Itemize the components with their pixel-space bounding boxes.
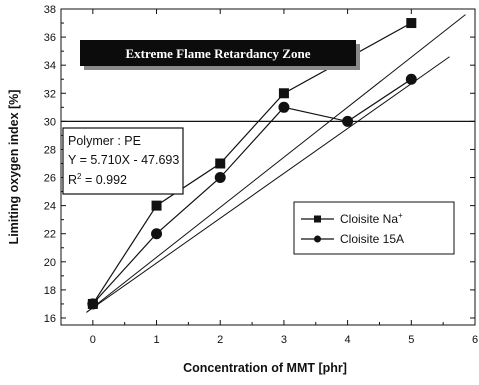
series-1-point bbox=[406, 18, 417, 29]
series-2-point bbox=[214, 172, 226, 184]
series-2-point bbox=[87, 298, 99, 310]
x-tick-label-0: 0 bbox=[90, 334, 96, 346]
info-box: Polymer : PE Y = 5.710X - 47.693 R2 = 0.… bbox=[62, 127, 184, 195]
x-tick-label-1: 1 bbox=[153, 334, 159, 346]
x-tick-label-6: 6 bbox=[472, 334, 478, 346]
y-tick-label-36: 36 bbox=[44, 32, 56, 44]
series-line-2 bbox=[92, 78, 412, 305]
fit-line-2 bbox=[86, 56, 450, 313]
legend-label-cloisite-15a: Cloisite 15A bbox=[340, 232, 404, 246]
y-tick-label-32: 32 bbox=[44, 88, 56, 100]
series-2-point bbox=[405, 73, 417, 85]
zone-banner: Extreme Flame Retardancy Zone bbox=[80, 40, 360, 70]
legend-label-cloisite-na: Cloisite Na+ bbox=[340, 211, 403, 226]
fit-line-1 bbox=[86, 14, 466, 313]
legend-item-cloisite-na: Cloisite Na+ bbox=[301, 211, 403, 226]
y-tick-label-28: 28 bbox=[44, 144, 56, 156]
y-tick-label-38: 38 bbox=[44, 4, 56, 16]
series-2-point bbox=[278, 101, 290, 113]
y-tick-label-18: 18 bbox=[44, 285, 56, 297]
y-tick-label-22: 22 bbox=[44, 229, 56, 241]
y-tick-label-16: 16 bbox=[44, 313, 56, 325]
x-axis-label: Concentration of MMT [phr] bbox=[183, 361, 347, 375]
x-tick-label-3: 3 bbox=[281, 334, 287, 346]
y-tick-label-20: 20 bbox=[44, 257, 56, 269]
info-equation: Y = 5.710X - 47.693 bbox=[68, 153, 179, 167]
legend: Cloisite Na+ Cloisite 15A bbox=[293, 201, 455, 255]
info-r-squared: R2 = 0.992 bbox=[68, 172, 127, 187]
x-tick-label-2: 2 bbox=[217, 334, 223, 346]
series-1-point bbox=[151, 200, 162, 211]
series-1-point bbox=[278, 88, 289, 99]
x-tick-label-5: 5 bbox=[408, 334, 414, 346]
info-polymer: Polymer : PE bbox=[68, 134, 141, 148]
series-2-point bbox=[151, 228, 163, 240]
x-tick-label-4: 4 bbox=[345, 334, 351, 346]
series-2-point bbox=[342, 115, 354, 127]
fit-lines-layer bbox=[86, 14, 466, 313]
zone-label: Extreme Flame Retardancy Zone bbox=[126, 46, 311, 61]
legend-item-cloisite-15a: Cloisite 15A bbox=[301, 232, 404, 246]
y-tick-label-34: 34 bbox=[44, 60, 56, 72]
y-tick-label-26: 26 bbox=[44, 173, 56, 185]
y-tick-label-24: 24 bbox=[44, 201, 56, 213]
y-axis-label: Limiting oxygen index [%] bbox=[7, 90, 21, 245]
y-tick-label-30: 30 bbox=[44, 116, 56, 128]
series-1-point bbox=[215, 158, 226, 169]
